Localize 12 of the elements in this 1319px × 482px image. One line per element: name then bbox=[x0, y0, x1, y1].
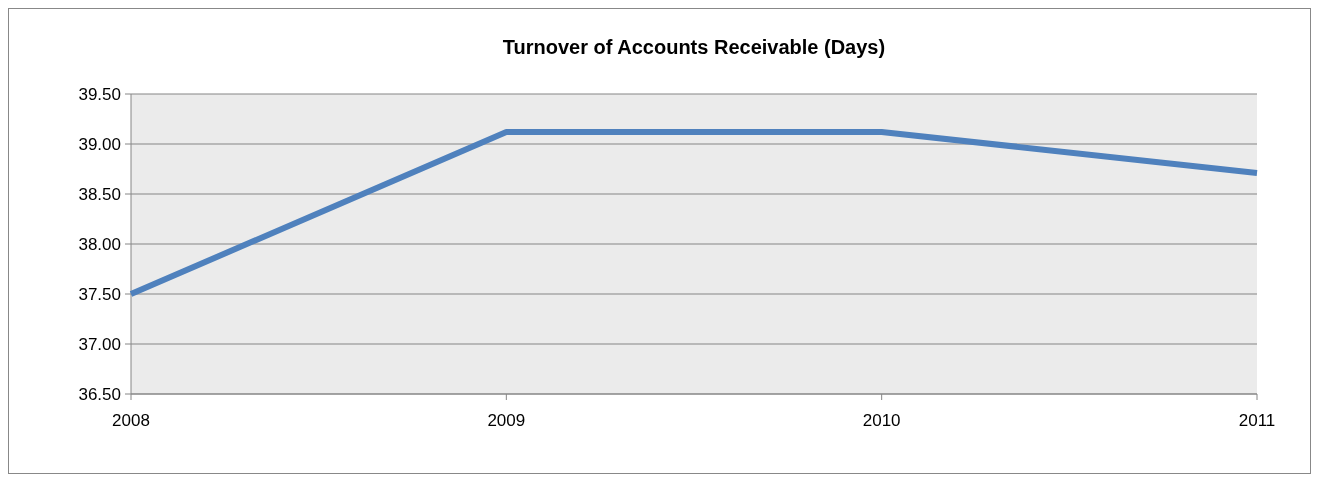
x-tick-label: 2009 bbox=[487, 411, 526, 430]
chart-title: Turnover of Accounts Receivable (Days) bbox=[502, 36, 886, 58]
x-tick-label: 2010 bbox=[862, 411, 901, 430]
y-tick-label: 38.50 bbox=[78, 184, 121, 204]
y-tick-label: 39.00 bbox=[78, 134, 121, 154]
x-tick-label: 2008 bbox=[112, 411, 150, 430]
x-tick-label: 2011 bbox=[1238, 411, 1276, 430]
y-tick-label: 36.50 bbox=[78, 384, 121, 404]
y-tick-label: 39.50 bbox=[78, 84, 121, 104]
y-tick-label: 38.00 bbox=[78, 234, 121, 254]
y-tick-label: 37.00 bbox=[78, 334, 121, 354]
y-tick-label: 37.50 bbox=[78, 284, 121, 304]
